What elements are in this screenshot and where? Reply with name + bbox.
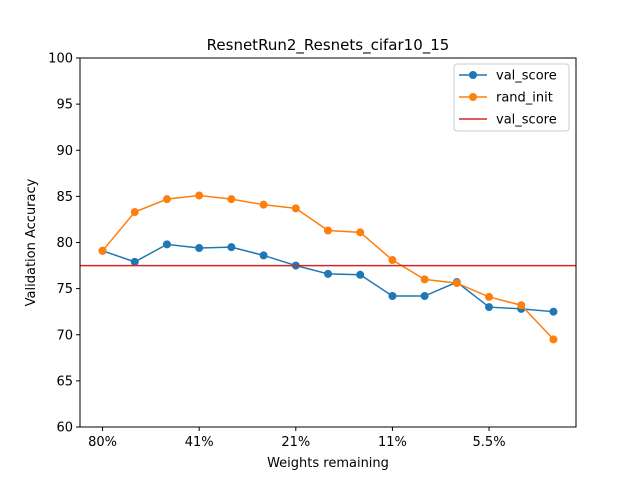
data-point-val_score bbox=[485, 303, 494, 312]
data-point-val_score bbox=[162, 240, 171, 249]
data-point-rand_init bbox=[420, 275, 429, 284]
data-point-rand_init bbox=[259, 200, 268, 209]
axis-ticks: 60 65 70 75 80 85 90 95 100 80% 41% 21% 11% 5.5% bbox=[48, 52, 505, 451]
data-point-rand_init bbox=[98, 246, 107, 255]
data-point-val_score bbox=[259, 251, 268, 260]
y-tick-label: 65 bbox=[56, 374, 73, 389]
x-axis-title: Weights remaining bbox=[267, 456, 389, 471]
y-axis-title: Validation Accuracy bbox=[24, 178, 39, 306]
legend-marker bbox=[469, 71, 477, 79]
data-point-val_score bbox=[356, 270, 365, 279]
y-tick-label: 60 bbox=[56, 421, 73, 436]
data-point-val_score bbox=[130, 257, 139, 266]
legend-label: val_score bbox=[496, 113, 557, 128]
data-point-rand_init bbox=[291, 204, 300, 213]
y-tick-label: 85 bbox=[56, 190, 73, 205]
x-tick-label: 11% bbox=[378, 435, 407, 450]
chart-title: ResnetRun2_Resnets_cifar10_15 bbox=[207, 36, 450, 55]
y-tick-label: 90 bbox=[56, 144, 73, 159]
y-tick-label: 100 bbox=[48, 52, 73, 67]
x-tick-label: 21% bbox=[281, 435, 310, 450]
data-point-val_score bbox=[324, 269, 332, 278]
data-point-rand_init bbox=[324, 226, 332, 235]
plot-frame bbox=[79, 57, 577, 428]
x-tick-label: 5.5% bbox=[473, 435, 506, 450]
legend-label: rand_init bbox=[496, 91, 553, 106]
data-point-rand_init bbox=[162, 195, 171, 204]
data-point-val_score bbox=[549, 307, 558, 316]
x-tick-label: 41% bbox=[185, 435, 214, 450]
legend: val_score rand_init val_score bbox=[453, 63, 570, 132]
data-point-val_score bbox=[420, 292, 429, 301]
y-tick-label: 80 bbox=[56, 236, 73, 251]
data-point-rand_init bbox=[485, 292, 494, 301]
data-point-val_score bbox=[227, 243, 236, 252]
data-point-val_score bbox=[195, 244, 204, 253]
data-point-rand_init bbox=[549, 335, 558, 344]
data-point-rand_init bbox=[517, 301, 526, 310]
x-tick-label: 80% bbox=[88, 435, 117, 450]
y-tick-label: 95 bbox=[56, 98, 73, 113]
data-point-rand_init bbox=[227, 195, 236, 204]
legend-label: val_score bbox=[496, 69, 557, 84]
data-point-rand_init bbox=[388, 256, 397, 265]
series-layer bbox=[80, 191, 576, 344]
data-point-rand_init bbox=[356, 228, 365, 237]
legend-marker bbox=[469, 93, 477, 101]
data-point-rand_init bbox=[195, 191, 204, 200]
data-point-val_score bbox=[388, 292, 397, 301]
y-tick-label: 70 bbox=[56, 328, 73, 343]
data-point-rand_init bbox=[130, 208, 139, 217]
data-point-rand_init bbox=[452, 279, 461, 288]
legend-box bbox=[453, 63, 570, 132]
y-tick-label: 75 bbox=[56, 282, 73, 297]
